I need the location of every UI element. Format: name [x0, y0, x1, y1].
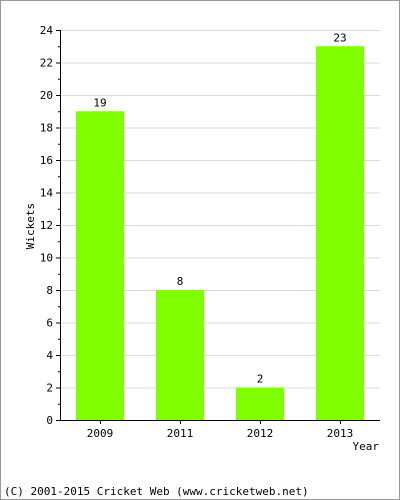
y-tick-label: 22 — [40, 57, 53, 70]
y-tick-label: 6 — [46, 317, 53, 330]
x-tick-label: 2009 — [87, 427, 114, 440]
bar-value-label: 19 — [93, 96, 106, 109]
y-tick-label: 12 — [40, 219, 53, 232]
y-tick-label: 16 — [40, 154, 53, 167]
bar-value-label: 8 — [177, 275, 184, 288]
bar-value-label: 23 — [333, 31, 346, 44]
x-tick-label: 2011 — [167, 427, 194, 440]
bars — [76, 46, 364, 420]
axes — [56, 30, 380, 424]
y-axis-title: Wickets — [24, 203, 37, 249]
labels: 0246810121416182022241920098201122012232… — [40, 24, 354, 440]
bar-2013 — [316, 46, 364, 420]
footer-copyright: (C) 2001-2015 Cricket Web (www.cricketwe… — [4, 485, 309, 498]
y-tick-label: 4 — [46, 349, 53, 362]
y-tick-label: 14 — [40, 187, 54, 200]
x-tick-label: 2013 — [327, 427, 354, 440]
bar-value-label: 2 — [257, 373, 264, 386]
bar-2012 — [236, 387, 284, 420]
y-tick-label: 2 — [46, 382, 53, 395]
x-axis-title: Year — [353, 440, 380, 453]
y-tick-label: 18 — [40, 122, 53, 135]
y-tick-label: 8 — [46, 284, 53, 297]
x-tick-label: 2012 — [247, 427, 274, 440]
bar-2009 — [76, 111, 124, 420]
y-tick-label: 0 — [46, 414, 53, 427]
y-tick-label: 10 — [40, 252, 53, 265]
y-tick-label: 20 — [40, 89, 53, 102]
y-tick-label: 24 — [40, 24, 54, 37]
bar-2011 — [156, 290, 204, 420]
